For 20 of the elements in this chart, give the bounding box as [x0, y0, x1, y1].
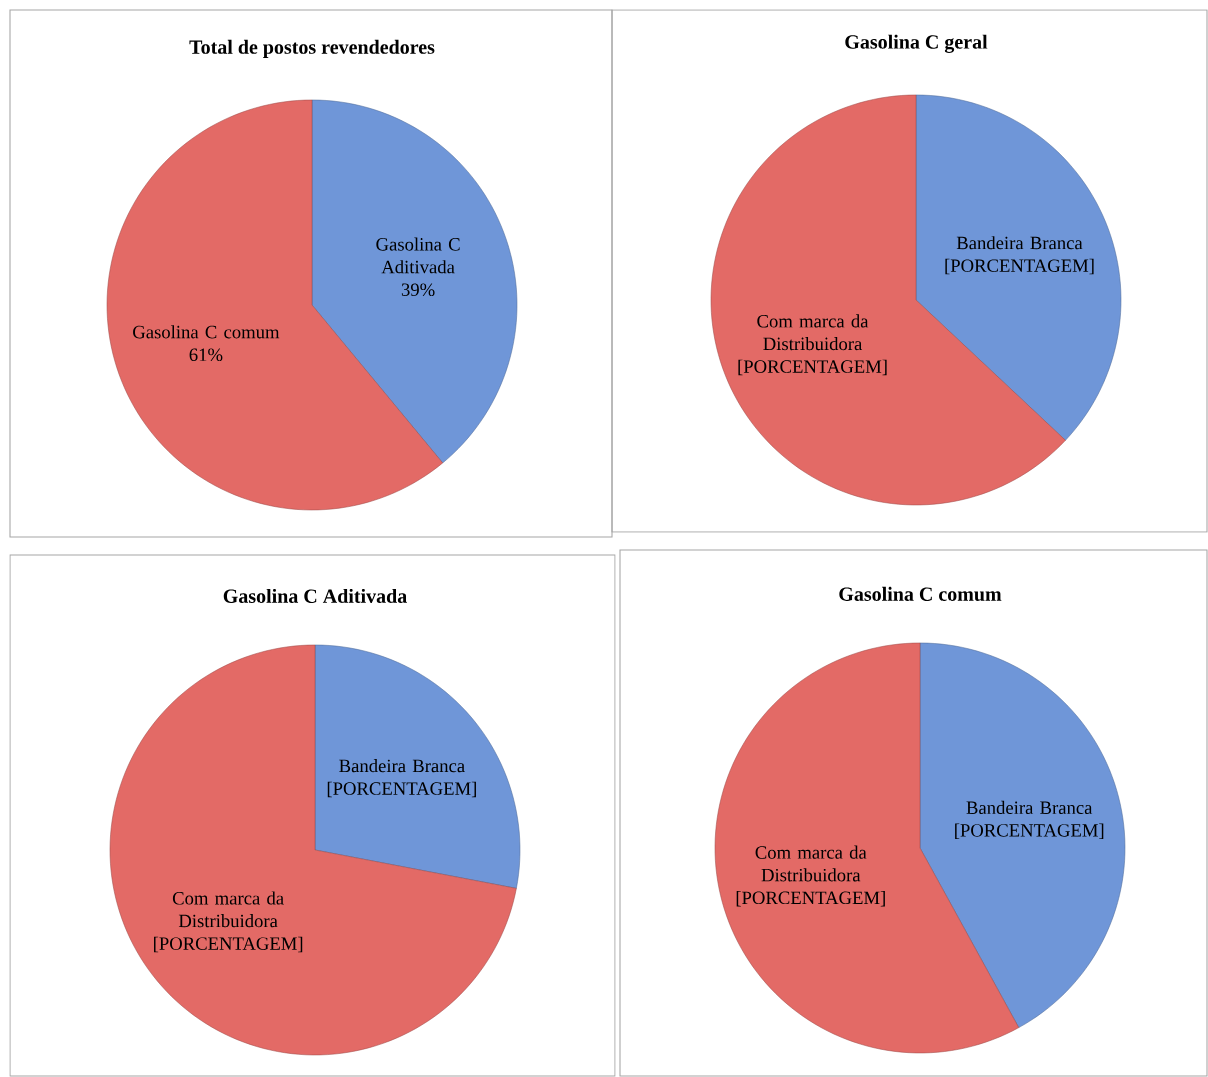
data-label: [PORCENTAGEM]: [327, 781, 476, 798]
slice-label: Bandeira Branca: [339, 759, 465, 773]
data-label: 39%: [401, 283, 435, 297]
data-label: 61%: [189, 348, 223, 362]
chart-title: Gasolina C Aditivada: [223, 588, 407, 603]
slice-label: Com marca da Distribuidora: [755, 845, 867, 882]
slice-label: Bandeira Branca: [966, 800, 1093, 815]
slice-label: Gasolina C comum: [133, 325, 280, 339]
chart-title: Total de postos revendedores: [189, 39, 435, 58]
slice-label: Com marca da Distribuidora: [757, 314, 869, 351]
slice-label: Com marca da Distribuidora: [172, 891, 284, 928]
chart-title: Gasolina C geral: [845, 34, 988, 53]
data-label: [PORCENTAGEM]: [738, 359, 887, 376]
data-label: [PORCENTAGEM]: [154, 936, 303, 953]
data-label: [PORCENTAGEM]: [945, 258, 1094, 275]
data-label: [PORCENTAGEM]: [736, 890, 885, 907]
data-label: [PORCENTAGEM]: [955, 823, 1104, 839]
slice-label: Bandeira Branca: [956, 236, 1083, 250]
chart-title: Gasolina C comum: [839, 586, 1002, 601]
slice-label: Gasolina C Aditivada: [376, 237, 460, 274]
